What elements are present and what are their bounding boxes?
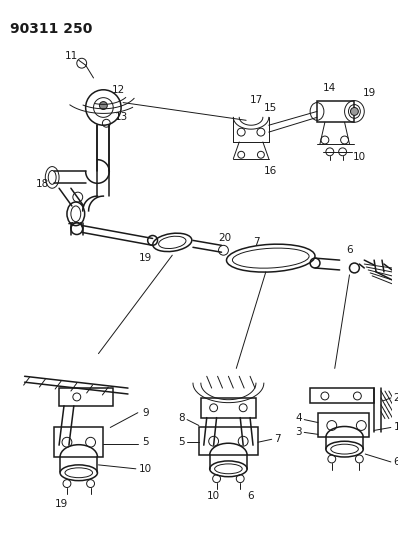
Text: 13: 13 bbox=[115, 112, 128, 123]
Bar bbox=[199, 427, 258, 455]
Text: 6: 6 bbox=[394, 457, 398, 467]
Text: 6: 6 bbox=[247, 491, 254, 502]
Bar bbox=[310, 388, 374, 403]
Text: 19: 19 bbox=[139, 253, 152, 263]
Text: 3: 3 bbox=[295, 427, 302, 438]
Text: 10: 10 bbox=[353, 152, 366, 161]
Text: 90311 250: 90311 250 bbox=[10, 22, 92, 36]
Bar bbox=[201, 398, 256, 418]
Text: 20: 20 bbox=[218, 233, 231, 244]
Text: 12: 12 bbox=[111, 85, 125, 95]
Text: 9: 9 bbox=[142, 408, 149, 418]
Text: 10: 10 bbox=[139, 464, 152, 474]
Circle shape bbox=[351, 108, 358, 115]
Bar bbox=[318, 413, 369, 437]
Text: 14: 14 bbox=[323, 83, 336, 93]
Text: 1: 1 bbox=[394, 423, 398, 432]
Text: 18: 18 bbox=[36, 179, 49, 189]
Text: 8: 8 bbox=[178, 413, 184, 423]
Text: 7: 7 bbox=[253, 237, 259, 247]
Text: 5: 5 bbox=[178, 437, 184, 447]
Text: 6: 6 bbox=[346, 245, 353, 255]
Text: 7: 7 bbox=[274, 434, 281, 445]
Text: 5: 5 bbox=[142, 437, 149, 447]
Text: 11: 11 bbox=[65, 51, 78, 61]
Bar bbox=[54, 427, 103, 457]
Text: 16: 16 bbox=[264, 166, 277, 176]
Text: 4: 4 bbox=[295, 413, 302, 423]
Circle shape bbox=[100, 102, 107, 109]
Text: 19: 19 bbox=[55, 499, 68, 509]
Text: 10: 10 bbox=[207, 491, 220, 502]
Text: 19: 19 bbox=[363, 88, 376, 98]
Text: 2: 2 bbox=[394, 393, 398, 403]
Text: 17: 17 bbox=[249, 95, 263, 104]
Bar bbox=[317, 101, 355, 122]
Bar bbox=[59, 388, 113, 406]
Text: 15: 15 bbox=[264, 102, 277, 112]
